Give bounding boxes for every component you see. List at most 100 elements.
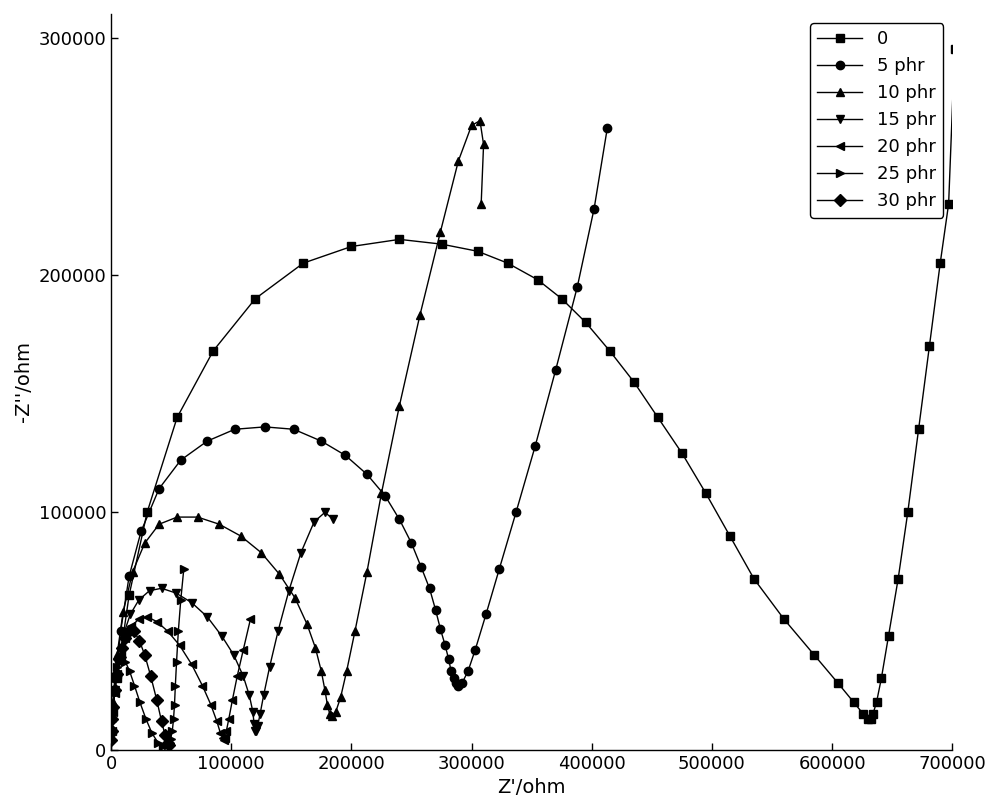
5 phr <box>448 674 460 684</box>
20 phr <box>205 700 217 710</box>
0 <box>700 488 712 498</box>
5 phr <box>445 667 457 676</box>
0 <box>652 413 664 423</box>
30 phr <box>105 736 117 745</box>
15 phr <box>249 726 261 736</box>
0 <box>943 199 955 208</box>
0 <box>556 294 568 303</box>
10 phr <box>474 116 486 126</box>
10 phr <box>127 567 139 577</box>
5 phr <box>601 123 613 133</box>
0 <box>171 413 183 423</box>
0 <box>902 508 914 517</box>
15 phr <box>254 710 266 719</box>
Line: 20 phr: 20 phr <box>107 612 255 744</box>
10 phr <box>341 667 353 676</box>
10 phr <box>434 227 446 237</box>
20 phr <box>119 633 131 643</box>
Y-axis label: -Z''/ohm: -Z''/ohm <box>14 341 33 423</box>
5 phr <box>456 678 468 688</box>
0 <box>111 674 123 684</box>
5 phr <box>450 678 462 688</box>
0 <box>778 614 790 624</box>
30 phr <box>107 702 119 712</box>
10 phr <box>301 619 313 629</box>
0 <box>862 714 874 723</box>
0 <box>748 574 760 584</box>
5 phr <box>443 654 455 664</box>
5 phr <box>462 667 474 676</box>
30 phr <box>106 726 118 736</box>
25 phr <box>106 716 118 726</box>
15 phr <box>133 595 145 605</box>
20 phr <box>115 650 127 659</box>
15 phr <box>319 508 331 517</box>
20 phr <box>109 688 121 697</box>
0 <box>808 650 820 659</box>
0 <box>724 531 736 541</box>
5 phr <box>339 450 351 460</box>
20 phr <box>106 726 118 736</box>
30 phr <box>162 738 174 748</box>
20 phr <box>223 714 235 723</box>
0 <box>913 424 925 434</box>
0 <box>436 239 448 249</box>
20 phr <box>174 641 186 650</box>
30 phr <box>159 731 171 740</box>
0 <box>867 710 879 719</box>
Line: 5 phr: 5 phr <box>110 123 612 694</box>
15 phr <box>124 610 136 620</box>
15 phr <box>252 721 264 731</box>
Line: 0: 0 <box>113 45 959 723</box>
15 phr <box>106 716 118 726</box>
5 phr <box>393 515 405 525</box>
5 phr <box>288 424 300 434</box>
5 phr <box>588 204 600 213</box>
10 phr <box>171 513 183 522</box>
0 <box>472 247 484 256</box>
20 phr <box>237 645 249 654</box>
10 phr <box>321 700 333 710</box>
25 phr <box>175 595 187 605</box>
15 phr <box>237 672 249 681</box>
10 phr <box>393 401 405 410</box>
5 phr <box>361 470 373 479</box>
0 <box>857 710 869 719</box>
20 phr <box>214 728 226 738</box>
10 phr <box>235 531 247 541</box>
25 phr <box>128 680 140 690</box>
20 phr <box>141 612 153 622</box>
25 phr <box>134 697 146 707</box>
15 phr <box>243 690 255 700</box>
10 phr <box>326 711 338 721</box>
20 phr <box>196 680 208 690</box>
0 <box>123 590 135 600</box>
5 phr <box>452 680 464 690</box>
0 <box>207 346 219 356</box>
20 phr <box>220 726 232 736</box>
15 phr <box>250 726 262 736</box>
20 phr <box>162 626 174 636</box>
0 <box>875 674 887 684</box>
5 phr <box>430 605 442 615</box>
5 phr <box>315 436 327 446</box>
25 phr <box>116 652 128 662</box>
5 phr <box>123 572 135 581</box>
15 phr <box>170 588 182 598</box>
5 phr <box>480 610 492 620</box>
5 phr <box>434 624 446 633</box>
15 phr <box>295 547 307 557</box>
5 phr <box>135 526 147 536</box>
10 phr <box>255 547 267 557</box>
30 phr <box>109 685 121 695</box>
10 phr <box>117 607 129 617</box>
20 phr <box>244 614 256 624</box>
0 <box>628 377 640 387</box>
15 phr <box>308 517 320 526</box>
15 phr <box>228 650 240 659</box>
25 phr <box>146 728 158 738</box>
25 phr <box>178 564 190 574</box>
25 phr <box>168 714 180 723</box>
0 <box>949 45 961 54</box>
5 phr <box>493 564 505 574</box>
